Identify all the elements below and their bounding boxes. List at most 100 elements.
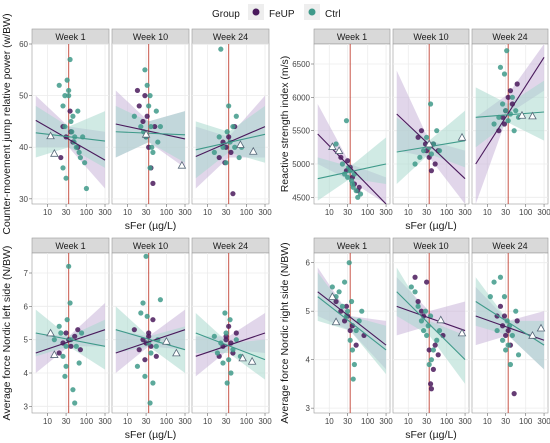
data-point-ctrl bbox=[146, 103, 152, 109]
fit-line-ctrl bbox=[195, 332, 266, 361]
data-point-ctrl bbox=[347, 337, 353, 343]
group-mean-marker bbox=[457, 328, 467, 337]
x-tick-label: 30 bbox=[422, 208, 431, 217]
x-tick-label: 30 bbox=[343, 417, 352, 426]
data-point-ctrl bbox=[60, 353, 66, 359]
y-axis-title: Counter-movement jump relative power (w/… bbox=[1, 13, 13, 234]
data-point-feup bbox=[343, 303, 350, 309]
data-point-feup bbox=[216, 154, 222, 161]
group-mean-marker bbox=[50, 350, 59, 358]
data-point-ctrl bbox=[515, 352, 522, 358]
data-point-feup bbox=[428, 386, 435, 392]
data-point-ctrl bbox=[422, 308, 429, 314]
data-point-ctrl bbox=[64, 317, 70, 323]
data-point-ctrl bbox=[497, 274, 504, 280]
fit-line-feup bbox=[115, 329, 186, 354]
facet-strip-label: Week 10 bbox=[133, 241, 168, 251]
data-point-ctrl bbox=[138, 123, 144, 130]
data-point-feup bbox=[511, 391, 517, 397]
x-tick-label: 100 bbox=[361, 417, 375, 426]
data-point-ctrl bbox=[420, 148, 427, 154]
x-tick-label: 10 bbox=[43, 417, 52, 426]
data-point-ctrl bbox=[329, 284, 335, 290]
x-tick-label: 30 bbox=[501, 208, 510, 217]
facet-strip-label: Week 24 bbox=[213, 241, 248, 251]
y-tick-label: 6500 bbox=[292, 60, 310, 69]
group-mean-marker bbox=[436, 315, 446, 324]
panel-data bbox=[475, 253, 546, 413]
data-point-ctrl bbox=[505, 118, 511, 124]
facet-1-2: Week 10 10 30 100 300 bbox=[111, 28, 192, 217]
x-tick-label: 300 bbox=[379, 208, 393, 217]
data-point-ctrl bbox=[412, 289, 418, 295]
fit-line-ctrl bbox=[115, 329, 186, 351]
facet-1-3: Week 24 10 30 100 300 bbox=[191, 28, 272, 217]
x-tick-label: 30 bbox=[222, 417, 231, 426]
y-tick-label: 3 bbox=[24, 402, 29, 411]
x-axis: 10 30 100 300 bbox=[325, 413, 393, 426]
data-point-ctrl bbox=[218, 46, 224, 52]
data-point-ctrl bbox=[73, 343, 79, 349]
data-point-feup bbox=[146, 333, 152, 339]
data-point-feup bbox=[497, 303, 504, 309]
fit-line-ctrl bbox=[35, 132, 106, 142]
y-tick-label: 30 bbox=[19, 195, 28, 204]
legend-entry-feup: FeUP bbox=[248, 4, 295, 20]
data-point-feup bbox=[345, 158, 351, 164]
chart-2: Week 110 30 100 30045005000550060006500Week… bbox=[279, 28, 550, 232]
x-tick-label: 300 bbox=[98, 417, 112, 426]
data-point-feup bbox=[233, 330, 239, 336]
legend-dot-ctrl bbox=[308, 8, 316, 16]
data-point-ctrl bbox=[408, 284, 414, 290]
panel-data bbox=[115, 44, 187, 204]
data-point-ctrl bbox=[353, 327, 359, 334]
data-point-ctrl bbox=[142, 67, 148, 73]
data-point-feup bbox=[333, 298, 339, 305]
data-point-ctrl bbox=[420, 327, 427, 334]
facet-3-1: Week 1 10 30 100 300 3 4 5 6 7 bbox=[24, 237, 112, 426]
fit-line-feup bbox=[195, 332, 266, 357]
y-axis: 4500 5000 5500 6000 6500 bbox=[292, 60, 314, 202]
y-tick-label: 5000 bbox=[292, 160, 310, 169]
x-tick-label: 30 bbox=[142, 208, 151, 217]
data-point-ctrl bbox=[428, 357, 435, 363]
data-point-ctrl bbox=[339, 303, 346, 309]
data-point-ctrl bbox=[346, 164, 352, 170]
x-axis-title: sFer (µg/L) bbox=[405, 429, 457, 441]
x-axis-title: sFer (µg/L) bbox=[125, 220, 177, 232]
data-point-ctrl bbox=[499, 337, 506, 343]
data-point-ctrl bbox=[51, 337, 57, 343]
legend-dot-feup bbox=[252, 8, 260, 16]
facet-2-2: Week 10 10 30 100 300 bbox=[392, 28, 472, 217]
y-axis: 3 4 5 6 bbox=[306, 259, 314, 413]
data-point-ctrl bbox=[214, 350, 221, 356]
fit-line-ctrl bbox=[317, 296, 387, 351]
data-point-ctrl bbox=[69, 129, 75, 135]
data-point-ctrl bbox=[149, 144, 155, 150]
group-mean-marker bbox=[328, 142, 337, 150]
data-point-ctrl bbox=[333, 141, 339, 147]
x-tick-label: 100 bbox=[519, 208, 533, 217]
y-axis-title: Average force Nordic right side (N/BW) bbox=[279, 242, 291, 423]
x-tick-label: 10 bbox=[203, 208, 212, 217]
data-point-feup bbox=[507, 88, 514, 94]
data-point-feup bbox=[356, 184, 362, 190]
x-axis: 10 30 100 300 bbox=[483, 204, 550, 217]
data-point-ctrl bbox=[513, 308, 519, 314]
data-point-ctrl bbox=[415, 303, 421, 309]
x-tick-label: 100 bbox=[519, 417, 533, 426]
data-point-ctrl bbox=[76, 360, 82, 366]
data-point-ctrl bbox=[67, 300, 73, 306]
panel-data bbox=[115, 253, 186, 413]
data-point-ctrl bbox=[223, 160, 229, 166]
y-tick-label: 3 bbox=[306, 404, 311, 413]
data-point-ctrl bbox=[348, 298, 355, 305]
data-point-ctrl bbox=[56, 323, 62, 329]
data-point-ctrl bbox=[501, 294, 508, 300]
data-point-ctrl bbox=[211, 333, 217, 339]
facet-strip-label: Week 1 bbox=[337, 241, 367, 251]
data-point-ctrl bbox=[83, 185, 90, 192]
data-point-ctrl bbox=[144, 82, 150, 88]
data-point-ctrl bbox=[150, 149, 156, 155]
